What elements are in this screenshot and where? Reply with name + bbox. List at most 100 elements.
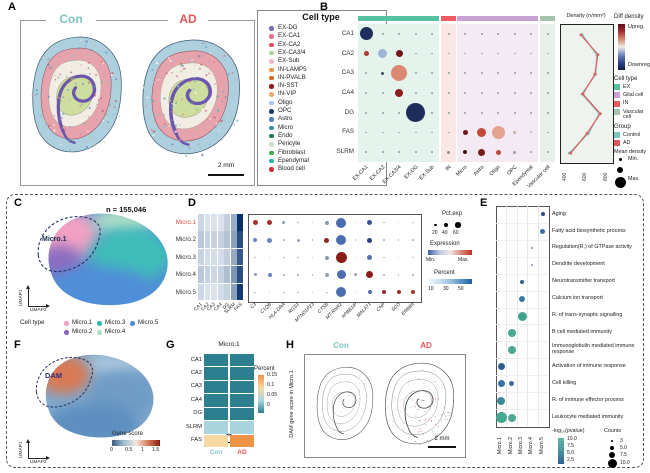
- b-min-dot: [530, 151, 533, 153]
- c-legend-label: Micro.2: [72, 328, 93, 335]
- d-min-dot: [254, 256, 256, 259]
- b-min-dot: [365, 92, 368, 94]
- legend-item-label: IN-VIP: [278, 90, 297, 98]
- d-dotplot-box: [248, 214, 422, 303]
- f-umap1-axis-arrow: [28, 442, 29, 458]
- d-heat-cell: [230, 283, 237, 301]
- e-term-label: Leukocyte mediated immunity: [552, 413, 624, 420]
- b-min-dot: [381, 33, 384, 35]
- b-group-bar-EX: [358, 16, 440, 21]
- g-significance-stars: **: [226, 433, 232, 440]
- g-heat-cell: [230, 354, 254, 367]
- d-dot: [324, 220, 329, 225]
- legend-dot-icon: [269, 117, 274, 122]
- umap-c-svg: [37, 213, 168, 306]
- b-min-dot: [530, 72, 533, 75]
- legend-dot-icon: [269, 109, 274, 114]
- e-x-tick-label: Micro.5: [538, 436, 545, 454]
- e-term-label: Regulation(R.) of GTPase activity: [552, 244, 632, 251]
- e-dot: [497, 380, 505, 388]
- g-heat-cell: [204, 354, 228, 367]
- d-heat-cell: [224, 266, 231, 283]
- g-row-label: DG: [193, 410, 202, 417]
- g-row-label: SLRM: [185, 423, 202, 430]
- b-min-dot: [414, 151, 417, 153]
- genescore-colorbar: [112, 440, 160, 446]
- b-min-dot: [414, 72, 417, 75]
- b-min-dot: [546, 33, 549, 35]
- e-term-label: Immunoglobulin mediated immune response: [552, 343, 635, 355]
- g-col-label: Con: [209, 449, 223, 456]
- b-bubble: [363, 51, 369, 57]
- b-min-dot: [365, 151, 368, 153]
- c-legend-label: Micro.5: [138, 319, 159, 326]
- mean-density-dot-icon: [617, 166, 623, 173]
- b-legend-celltype-label: Vascular cell: [623, 108, 644, 121]
- d-heat-cell: [237, 214, 244, 231]
- b-min-dot: [381, 151, 384, 153]
- d-dot: [354, 273, 357, 277]
- panel-letter-h: H: [286, 339, 294, 351]
- e-x-tick-label: Micro.4: [528, 436, 535, 454]
- d-heat-cell: [230, 266, 237, 283]
- expression-min-label: Min.: [426, 257, 436, 263]
- legend-dot-icon: [269, 59, 274, 64]
- f-umap2-arrowhead-icon: [46, 456, 50, 460]
- counts-dot-icon: [609, 452, 615, 458]
- h-ad-brain-svg: [384, 362, 455, 446]
- d-heat-cell: [224, 214, 231, 231]
- d-dot: [252, 220, 258, 226]
- e-dot: [531, 264, 534, 267]
- b-legend-celltype-swatch: [614, 109, 620, 116]
- b-bubble: [530, 131, 533, 134]
- d-dot: [336, 217, 347, 228]
- b-min-dot: [464, 111, 467, 114]
- percent-tick-label: 10: [428, 286, 434, 292]
- e-grid-v: [527, 206, 528, 426]
- e-term-label: Activation of immune response: [552, 362, 626, 369]
- f-umap1-axis-label: UMAP1: [19, 441, 24, 458]
- b-min-dot: [431, 52, 434, 55]
- b-row-label: DG: [344, 108, 354, 116]
- d-min-dot: [412, 221, 414, 224]
- panel-letter-g: G: [166, 339, 175, 351]
- counts-tick-label: 5.0: [620, 444, 627, 451]
- d-dot: [336, 270, 346, 280]
- legend-item-label: Micro: [278, 123, 294, 131]
- d-dot: [253, 238, 258, 243]
- g-row-label: CA4: [190, 396, 202, 403]
- legend-item-label: EX-CA1: [278, 32, 301, 40]
- h-ylabel: DAM gene score in Micro.1: [289, 370, 295, 438]
- legend-item-label: IN-SST: [278, 82, 299, 90]
- d-min-dot: [311, 274, 314, 276]
- panelA-scalebar: [208, 174, 244, 176]
- e-dot: [519, 296, 525, 303]
- e-x-tick-label: Micro.1: [497, 436, 504, 454]
- b-min-dot: [513, 92, 516, 94]
- d-heat-cell: [204, 248, 211, 266]
- diff-density-legend-title: Diff density: [614, 14, 644, 20]
- pctexp-tick-label: 20: [432, 230, 438, 236]
- legend-item-label: IN-LAMP5: [278, 65, 307, 73]
- density-tick-label: 600: [582, 172, 589, 181]
- b-min-dot: [480, 72, 483, 75]
- d-heat-cell: [211, 231, 217, 248]
- b-min-dot: [480, 33, 483, 35]
- b-min-dot: [530, 92, 533, 94]
- d-heat-cell: [217, 283, 224, 301]
- percent-tick-label: 30: [443, 286, 449, 292]
- c-umap2-arrowhead-icon: [46, 304, 50, 308]
- d-heat-cell: [198, 231, 204, 248]
- b-min-dot: [513, 33, 516, 35]
- legend-dot-icon: [269, 133, 274, 139]
- legend-item-label: Astro: [278, 115, 293, 123]
- d-dot: [336, 235, 347, 246]
- b-min-dot: [464, 33, 467, 35]
- b-min-dot: [497, 52, 500, 55]
- f-umap2-axis-arrow: [28, 458, 46, 459]
- e-grid-h: [496, 324, 548, 325]
- mean-density-max-label: Max.: [628, 176, 640, 182]
- d-dot: [253, 273, 257, 277]
- d-min-dot: [397, 221, 400, 224]
- e-dot: [509, 381, 515, 387]
